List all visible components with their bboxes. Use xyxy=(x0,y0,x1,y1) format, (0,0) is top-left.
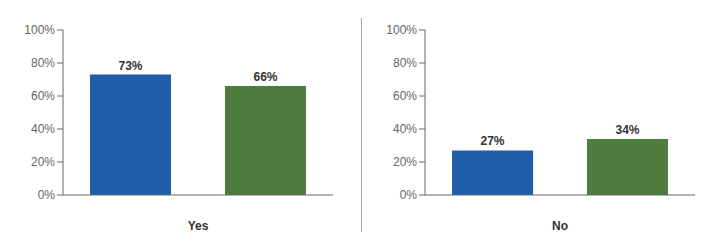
svg-text:73%: 73% xyxy=(118,59,142,73)
svg-text:20%: 20% xyxy=(31,155,55,169)
svg-text:20%: 20% xyxy=(393,155,417,169)
svg-text:80%: 80% xyxy=(31,56,55,70)
svg-text:60%: 60% xyxy=(31,89,55,103)
svg-text:0%: 0% xyxy=(38,188,56,202)
svg-text:40%: 40% xyxy=(31,122,55,136)
svg-text:66%: 66% xyxy=(253,70,277,84)
svg-text:100%: 100% xyxy=(386,23,417,37)
svg-text:60%: 60% xyxy=(393,89,417,103)
svg-text:0%: 0% xyxy=(400,188,418,202)
svg-text:Yes: Yes xyxy=(188,219,209,233)
svg-text:No: No xyxy=(552,219,568,233)
svg-text:27%: 27% xyxy=(480,134,504,148)
svg-text:100%: 100% xyxy=(24,23,55,37)
svg-text:40%: 40% xyxy=(393,122,417,136)
svg-text:34%: 34% xyxy=(615,123,639,137)
svg-text:80%: 80% xyxy=(393,56,417,70)
